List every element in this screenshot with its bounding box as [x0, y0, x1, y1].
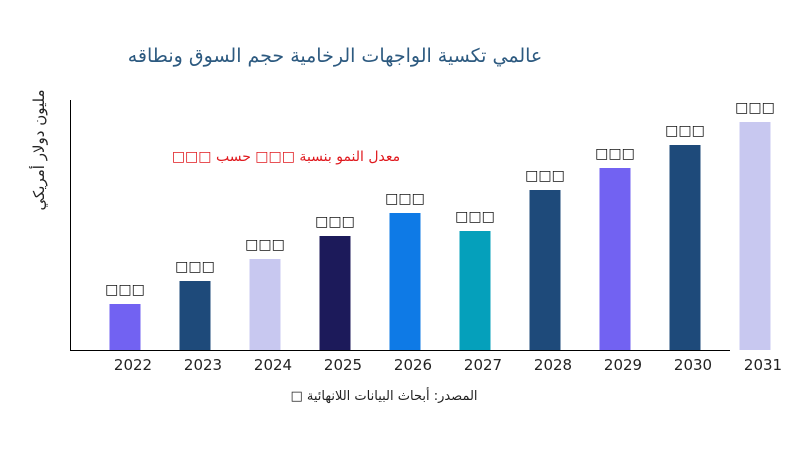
- data-label-2030: □□□: [665, 123, 705, 139]
- data-label-2026: □□□: [385, 191, 425, 207]
- bar-2028: [529, 190, 561, 350]
- growth-annotation: معدل النمو بنسبة □□□ حسب □□□: [172, 149, 400, 165]
- x-tick-2030: 2030: [674, 356, 712, 374]
- bar-2027: [459, 231, 491, 350]
- source-note: المصدر: أبحاث البيانات اللانهائية □: [290, 387, 477, 404]
- bar-2023: [179, 281, 211, 350]
- data-label-2031: □□□: [735, 100, 775, 116]
- x-tick-2026: 2026: [394, 356, 432, 374]
- x-tick-2027: 2027: [464, 356, 502, 374]
- x-tick-2024: 2024: [254, 356, 292, 374]
- bar-2025: [319, 236, 351, 350]
- data-label-2027: □□□: [455, 209, 495, 225]
- x-tick-2031: 2031: [744, 356, 782, 374]
- data-label-2023: □□□: [175, 259, 215, 275]
- x-tick-2023: 2023: [184, 356, 222, 374]
- x-tick-2025: 2025: [324, 356, 362, 374]
- x-tick-2028: 2028: [534, 356, 572, 374]
- data-label-2028: □□□: [525, 168, 565, 184]
- bar-2022: [109, 304, 141, 350]
- bar-2031: [739, 122, 771, 350]
- data-label-2024: □□□: [245, 237, 285, 253]
- bar-2026: [389, 213, 421, 350]
- data-label-2022: □□□: [105, 282, 145, 298]
- chart-title: عالمي تكسية الواجهات الرخامية حجم السوق …: [128, 45, 542, 67]
- bar-2030: [669, 145, 701, 350]
- x-tick-2029: 2029: [604, 356, 642, 374]
- data-label-2025: □□□: [315, 214, 355, 230]
- y-axis-label: مليون دولار أمريكي: [29, 90, 49, 211]
- x-tick-2022: 2022: [114, 356, 152, 374]
- bar-2029: [599, 168, 631, 350]
- bar-2024: [249, 259, 281, 350]
- data-label-2029: □□□: [595, 146, 635, 162]
